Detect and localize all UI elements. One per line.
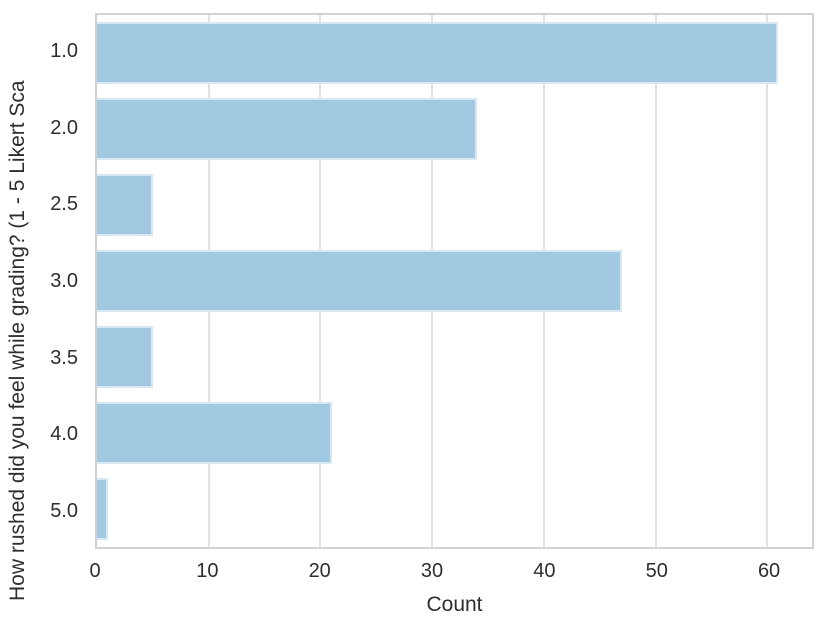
x-tick-label-10: 10 — [196, 560, 219, 582]
bar-3.0 — [97, 250, 623, 312]
y-tick-label-2.5: 2.5 — [50, 193, 78, 216]
y-tick-label-4.0: 4.0 — [50, 423, 78, 446]
bar-4.0 — [97, 402, 332, 464]
bar-2.5 — [97, 174, 153, 236]
bar-1.0 — [97, 22, 779, 84]
y-tick-label-3.5: 3.5 — [50, 346, 78, 369]
y-tick-label-1.0: 1.0 — [50, 40, 78, 63]
bar-3.5 — [97, 326, 153, 388]
x-tick-label-20: 20 — [308, 560, 331, 582]
x-axis-tick-labels: 0 10 20 30 40 50 60 — [89, 560, 814, 585]
y-axis-tick-labels: 1.0 2.0 2.5 3.0 3.5 4.0 5.0 — [0, 13, 87, 549]
x-tick-label-0: 0 — [89, 560, 101, 582]
y-tick-label-5.0: 5.0 — [50, 499, 78, 522]
bar-2.0 — [97, 98, 477, 160]
x-tick-label-60: 60 — [757, 560, 781, 582]
x-axis-title: Count — [426, 593, 483, 616]
y-tick-label-3.0: 3.0 — [50, 270, 78, 292]
plot-area — [95, 13, 814, 549]
x-tick-label-50: 50 — [645, 560, 668, 582]
x-tick-label-30: 30 — [420, 560, 444, 582]
bar-5.0 — [97, 478, 109, 540]
gridline-x-60 — [766, 15, 769, 547]
x-tick-label-40: 40 — [533, 560, 556, 582]
y-tick-label-2.0: 2.0 — [50, 116, 78, 139]
gridline-x-50 — [654, 15, 657, 547]
